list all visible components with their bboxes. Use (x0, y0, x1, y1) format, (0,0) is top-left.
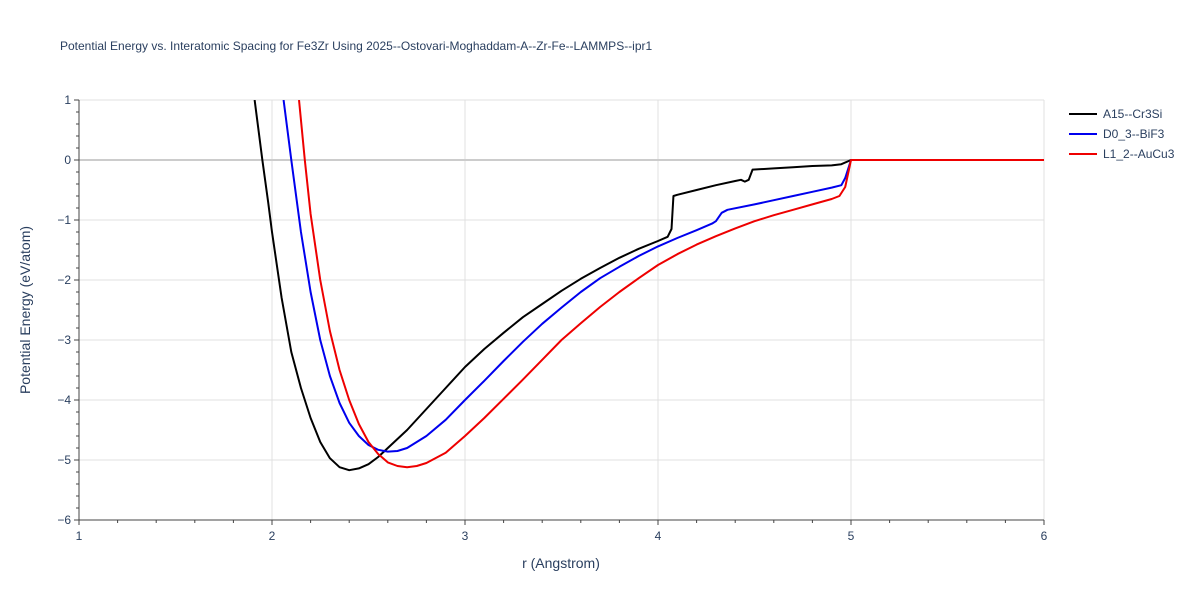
y-axis-title: Potential Energy (eV/atom) (17, 226, 33, 394)
x-tick-label: 3 (462, 529, 469, 543)
grid-lines (79, 99, 1045, 520)
x-axis-title: r (Angstrom) (522, 555, 600, 571)
y-tick-label: −3 (57, 333, 71, 347)
series-line-A15--Cr3Si (253, 100, 1044, 472)
x-tick-label: 2 (269, 529, 276, 543)
x-tick-label: 4 (655, 529, 662, 543)
y-tick-label: −2 (57, 273, 71, 287)
y-tick-label: 1 (64, 93, 71, 107)
y-tick-label: −6 (57, 513, 71, 527)
legend-label: A15--Cr3Si (1103, 107, 1162, 121)
y-tick-label: −4 (57, 393, 71, 407)
x-tick-label: 5 (848, 529, 855, 543)
legend-label: L1_2--AuCu3 (1103, 147, 1175, 161)
series-line-L1_2--AuCu3 (298, 100, 1044, 469)
y-tick-label: −5 (57, 453, 71, 467)
x-tick-label: 1 (76, 529, 83, 543)
chart-title: Potential Energy vs. Interatomic Spacing… (60, 39, 653, 53)
series-layer (253, 100, 1044, 472)
legend-label: D0_3--BiF3 (1103, 127, 1165, 141)
axes (74, 99, 1045, 525)
tick-labels: 1 2 3 4 5 6 −6 −5 −4 −3 −2 −1 0 1 (57, 93, 1047, 543)
legend[interactable]: A15--Cr3Si D0_3--BiF3 L1_2--AuCu3 (1069, 107, 1175, 161)
legend-item[interactable]: L1_2--AuCu3 (1069, 147, 1175, 161)
legend-item[interactable]: D0_3--BiF3 (1069, 127, 1165, 141)
series-line-D0_3--BiF3 (282, 100, 1044, 453)
y-tick-label: −1 (57, 213, 71, 227)
y-tick-label: 0 (64, 153, 71, 167)
x-tick-label: 6 (1041, 529, 1048, 543)
legend-item[interactable]: A15--Cr3Si (1069, 107, 1162, 121)
